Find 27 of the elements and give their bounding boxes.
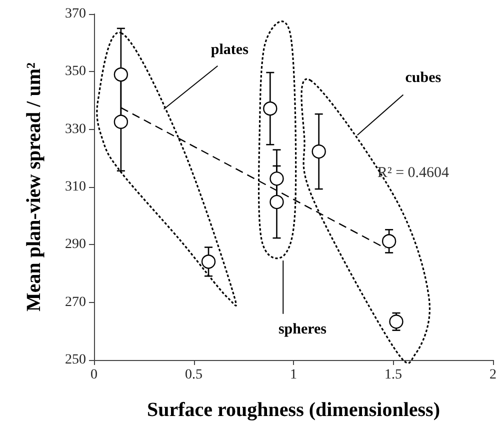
point bbox=[270, 172, 284, 186]
point bbox=[263, 101, 278, 116]
x-tick-label: 2 bbox=[490, 368, 496, 382]
x-tick-label: 0 bbox=[90, 368, 98, 382]
y-tick-label: 310 bbox=[65, 180, 86, 194]
x-tick-label: 1 bbox=[290, 368, 297, 382]
y-tick-label: 370 bbox=[65, 6, 86, 22]
point bbox=[114, 67, 128, 82]
point bbox=[389, 314, 404, 329]
x-axis-title: Surface roughness (dimensionless) bbox=[147, 399, 440, 421]
y-tick-label: 330 bbox=[65, 122, 86, 137]
y-tick-label: 250 bbox=[65, 352, 86, 368]
annotation: spheres bbox=[278, 322, 327, 338]
point bbox=[312, 144, 326, 159]
y-tick-label: 350 bbox=[65, 64, 86, 80]
annotation: R² = 0.4604 bbox=[377, 165, 450, 182]
point bbox=[114, 114, 128, 129]
point bbox=[382, 234, 396, 248]
x-tick-label: 1.5 bbox=[384, 368, 402, 382]
annotation: cubes bbox=[405, 70, 442, 86]
y-axis-title: Mean plan-view spread / um² bbox=[23, 62, 45, 312]
point bbox=[270, 194, 284, 210]
annotation: plates bbox=[210, 42, 249, 58]
x-tick-label: 0.5 bbox=[185, 368, 202, 382]
point bbox=[201, 254, 216, 269]
y-tick-label: 270 bbox=[65, 294, 86, 310]
y-tick-label: 290 bbox=[65, 237, 86, 252]
